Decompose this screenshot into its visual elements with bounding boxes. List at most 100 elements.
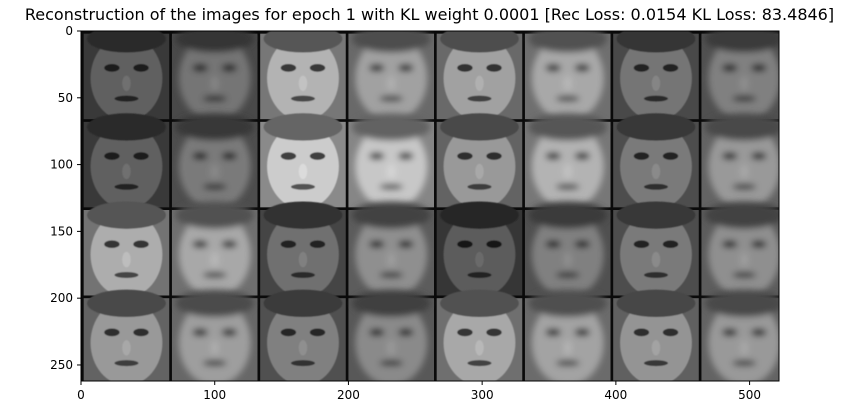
right-eye xyxy=(486,152,502,160)
hair xyxy=(616,289,696,317)
hair xyxy=(440,31,519,53)
mouth xyxy=(290,271,315,278)
right-eye xyxy=(751,152,767,160)
right-eye xyxy=(398,240,414,249)
face-shape xyxy=(440,113,519,210)
mouth xyxy=(379,95,404,102)
face-tile-r0-c7 xyxy=(701,31,779,121)
right-eye xyxy=(309,328,326,337)
right-eye xyxy=(486,328,502,337)
left-eye xyxy=(104,64,120,72)
nose xyxy=(475,251,484,268)
face-shape xyxy=(528,201,608,298)
left-eye xyxy=(545,240,561,249)
right-eye xyxy=(662,152,679,160)
face-shape xyxy=(87,31,166,121)
hair xyxy=(87,31,166,53)
mouth xyxy=(643,183,668,190)
nose xyxy=(122,340,131,356)
nose xyxy=(122,75,131,91)
hair xyxy=(704,31,779,53)
left-eye xyxy=(545,152,561,160)
left-eye xyxy=(280,328,297,337)
y-tick-label: 250 xyxy=(50,358,73,372)
hair xyxy=(263,113,343,141)
face-tile-r2-c0 xyxy=(83,201,170,298)
left-eye xyxy=(721,64,738,72)
mouth xyxy=(732,271,757,278)
right-eye xyxy=(309,152,326,160)
left-eye xyxy=(545,328,561,337)
face-shape xyxy=(528,289,608,381)
left-eye xyxy=(545,64,561,72)
right-eye xyxy=(574,152,590,160)
left-eye xyxy=(368,152,385,160)
face-shape xyxy=(263,113,343,210)
y-tick-label: 100 xyxy=(50,158,73,172)
hair xyxy=(351,201,431,229)
nose xyxy=(563,340,573,356)
face-shape xyxy=(528,31,608,121)
nose xyxy=(651,75,661,91)
left-eye xyxy=(368,328,385,337)
nose xyxy=(386,163,396,180)
hair xyxy=(351,31,431,53)
face-tile-r3-c0 xyxy=(83,289,170,381)
mouth xyxy=(555,95,580,102)
hair xyxy=(616,201,696,229)
mouth xyxy=(555,183,580,190)
mouth xyxy=(114,95,139,102)
face-tile-r0-c3 xyxy=(348,31,435,121)
mouth xyxy=(114,360,139,367)
face-shape xyxy=(704,289,779,381)
hair xyxy=(704,201,779,229)
face-tile-r0-c6 xyxy=(613,31,699,121)
face-tile-r3-c6 xyxy=(613,289,699,381)
right-eye xyxy=(486,64,502,72)
face-tile-r3-c1 xyxy=(171,289,258,381)
right-eye xyxy=(221,64,237,72)
left-eye xyxy=(280,152,297,160)
right-eye xyxy=(574,240,590,249)
face-shape xyxy=(440,31,519,121)
hair xyxy=(351,113,431,141)
mouth xyxy=(202,271,227,278)
face-shape xyxy=(528,113,608,210)
left-eye xyxy=(721,240,738,249)
face-tile-r3-c7 xyxy=(701,289,779,381)
face-tile-r1-c2 xyxy=(260,113,346,210)
mouth xyxy=(643,360,668,367)
hair xyxy=(175,113,255,141)
mouth xyxy=(114,271,139,278)
x-tick-label: 0 xyxy=(77,388,85,402)
y-axis: 0 50 100 150 200 250 xyxy=(50,24,81,372)
face-tile-r0-c4 xyxy=(436,31,523,121)
hair xyxy=(263,31,343,53)
left-eye xyxy=(721,152,738,160)
face-tile-r2-c1 xyxy=(171,201,258,298)
right-eye xyxy=(751,64,767,72)
face-tile-r0-c2 xyxy=(260,31,346,121)
mouth xyxy=(379,183,404,190)
face-tile-r0-c0 xyxy=(83,31,170,121)
nose xyxy=(651,251,661,268)
x-tick-label: 200 xyxy=(337,388,360,402)
face-shape xyxy=(263,289,343,381)
x-tick-label: 400 xyxy=(604,388,627,402)
nose xyxy=(739,251,749,268)
right-eye xyxy=(398,64,414,72)
mouth xyxy=(732,183,757,190)
face-tile-r1-c7 xyxy=(701,113,779,210)
hair xyxy=(528,31,608,53)
right-eye xyxy=(486,240,502,249)
left-eye xyxy=(104,240,120,249)
nose xyxy=(563,163,573,180)
right-eye xyxy=(221,328,237,337)
right-eye xyxy=(574,64,590,72)
right-eye xyxy=(309,240,326,249)
mouth xyxy=(467,183,492,190)
left-eye xyxy=(457,152,473,160)
nose xyxy=(298,163,308,180)
face-tile-r0-c1 xyxy=(171,31,258,121)
